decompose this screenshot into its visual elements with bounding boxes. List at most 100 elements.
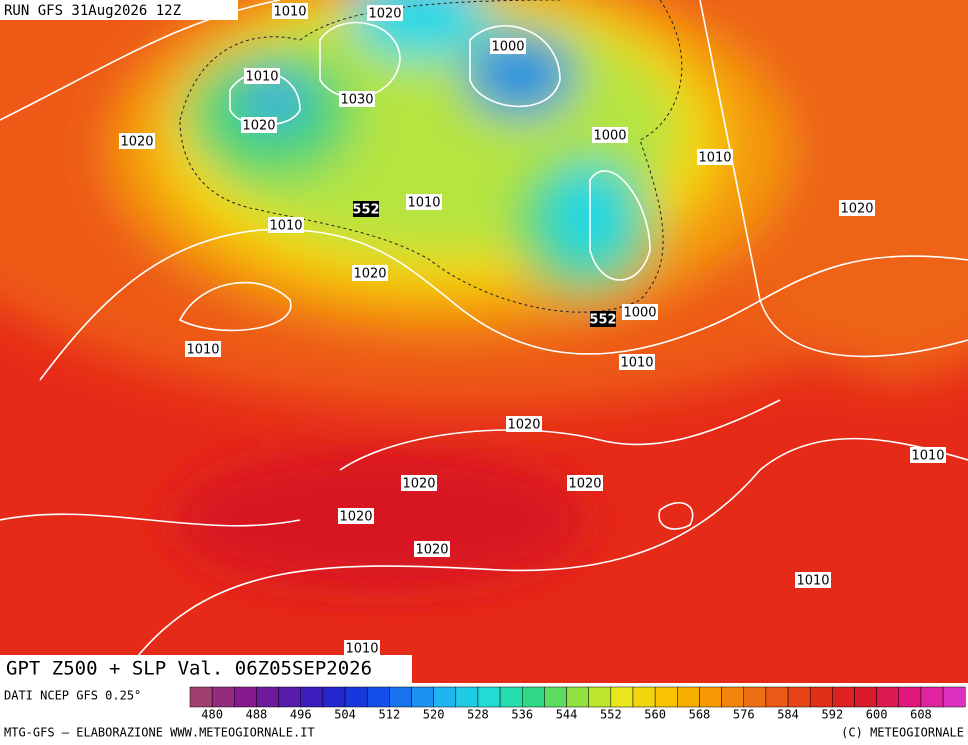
contour-label: 552 bbox=[352, 203, 379, 218]
color-box bbox=[322, 686, 346, 708]
color-box bbox=[854, 686, 877, 708]
isobar-label: 1010 bbox=[911, 449, 944, 464]
isobar-label: 1010 bbox=[620, 356, 653, 371]
color-box bbox=[300, 686, 324, 708]
contour-label-box bbox=[353, 201, 379, 217]
isobar-label-box bbox=[268, 217, 304, 233]
isobar-label: 1030 bbox=[340, 93, 373, 108]
isobar-label: 1010 bbox=[407, 196, 440, 211]
source-label: DATI NCEP GFS 0.25° bbox=[4, 689, 141, 703]
color-box bbox=[499, 686, 523, 708]
color-box bbox=[654, 686, 678, 708]
isobar-label-box bbox=[119, 133, 155, 149]
isobar-label-box bbox=[344, 640, 380, 656]
color-box bbox=[522, 686, 545, 708]
color-box bbox=[566, 686, 589, 708]
color-box bbox=[455, 686, 479, 708]
color-tick-label: 568 bbox=[689, 708, 711, 722]
color-box bbox=[433, 686, 457, 708]
color-box bbox=[743, 686, 767, 708]
color-tick-label: 488 bbox=[246, 708, 268, 722]
isobar-label: 1020 bbox=[353, 267, 386, 282]
color-box bbox=[787, 686, 811, 708]
color-box bbox=[211, 686, 235, 708]
color-box bbox=[721, 686, 744, 708]
isobar-label-box bbox=[244, 68, 280, 84]
isobar-label-box bbox=[795, 572, 831, 588]
isobar-label: 1020 bbox=[840, 202, 873, 217]
color-box bbox=[389, 686, 412, 708]
isobar-label: 1020 bbox=[368, 7, 401, 22]
isobar-label: 1020 bbox=[402, 477, 435, 492]
contour-label: 552 bbox=[589, 313, 616, 328]
isobar-label-box bbox=[697, 149, 733, 165]
isobar-label-box bbox=[338, 508, 374, 524]
map bbox=[0, 0, 968, 683]
color-box bbox=[588, 686, 612, 708]
color-box bbox=[610, 686, 634, 708]
map-title: GPT Z500 + SLP Val. 06Z05SEP2026 bbox=[6, 658, 372, 680]
color-tick-label: 480 bbox=[201, 708, 223, 722]
isobar-label-box bbox=[622, 304, 658, 320]
isobar-label: 1020 bbox=[120, 135, 153, 150]
isobar-label-box bbox=[619, 354, 655, 370]
color-box bbox=[477, 686, 501, 708]
isobar-label: 1020 bbox=[568, 477, 601, 492]
color-box bbox=[411, 686, 434, 708]
color-tick-label: 512 bbox=[379, 708, 401, 722]
isobar-label: 1020 bbox=[415, 543, 448, 558]
color-scale: 480 488 496 504 512 520 528 536 544 552 560 568 576 5… bbox=[189, 686, 966, 722]
color-tick-label: 584 bbox=[777, 708, 799, 722]
isobar-label-box bbox=[490, 38, 526, 54]
run-label: RUN GFS 31Aug2026 12Z bbox=[4, 3, 181, 19]
isobar-label: 1010 bbox=[698, 151, 731, 166]
isobar-label: 1010 bbox=[345, 642, 378, 657]
isobar-label: 1000 bbox=[491, 40, 524, 55]
footer-left: MTG-GFS — ELABORAZIONE WWW.METEOGIORNALE… bbox=[4, 726, 315, 740]
isobar-label: 1010 bbox=[796, 574, 829, 589]
isobar-label-box bbox=[406, 194, 442, 210]
isobar-label: 1010 bbox=[273, 5, 306, 20]
isobar-label-box bbox=[367, 5, 403, 21]
isobar-label: 1000 bbox=[593, 129, 626, 144]
color-box bbox=[189, 686, 213, 708]
color-box bbox=[942, 686, 966, 708]
color-box bbox=[876, 686, 900, 708]
isobar-label-box bbox=[839, 200, 875, 216]
color-box bbox=[632, 686, 656, 708]
isobar-label-box bbox=[910, 447, 946, 463]
isobar-label-box bbox=[241, 117, 277, 133]
color-box bbox=[809, 686, 833, 708]
color-box bbox=[920, 686, 944, 708]
isobar-label-box bbox=[401, 475, 437, 491]
isobar-label: 1010 bbox=[269, 219, 302, 234]
color-tick-label: 560 bbox=[644, 708, 666, 722]
title-box bbox=[0, 655, 412, 683]
color-box bbox=[832, 686, 855, 708]
isobar-label: 1020 bbox=[242, 119, 275, 134]
isobar-label-box bbox=[506, 416, 542, 432]
isobar-label-box bbox=[567, 475, 603, 491]
color-tick-label: 592 bbox=[822, 708, 844, 722]
isobar-label: 1020 bbox=[339, 510, 372, 525]
color-tick-label: 520 bbox=[423, 708, 445, 722]
isobar-label-box bbox=[592, 127, 628, 143]
color-tick-label: 496 bbox=[290, 708, 312, 722]
isobar-labels: 1010 1020 1000 1010 1030 1020 1020 1000 1010 1010… bbox=[119, 3, 946, 657]
color-tick-label: 544 bbox=[556, 708, 578, 722]
color-tick-label: 528 bbox=[467, 708, 489, 722]
color-tick-label: 608 bbox=[910, 708, 932, 722]
color-tick-label: 576 bbox=[733, 708, 755, 722]
color-box bbox=[278, 686, 302, 708]
isobar-label: 1020 bbox=[507, 418, 540, 433]
isobar-label-box bbox=[352, 265, 388, 281]
color-box bbox=[366, 686, 390, 708]
contour-label-box bbox=[590, 311, 616, 327]
run-box bbox=[0, 0, 238, 20]
isobar-label-box bbox=[339, 91, 375, 107]
color-box bbox=[344, 686, 368, 708]
footer-right: (C) METEOGIORNALE bbox=[841, 726, 964, 740]
color-box bbox=[765, 686, 789, 708]
color-box bbox=[544, 686, 567, 708]
